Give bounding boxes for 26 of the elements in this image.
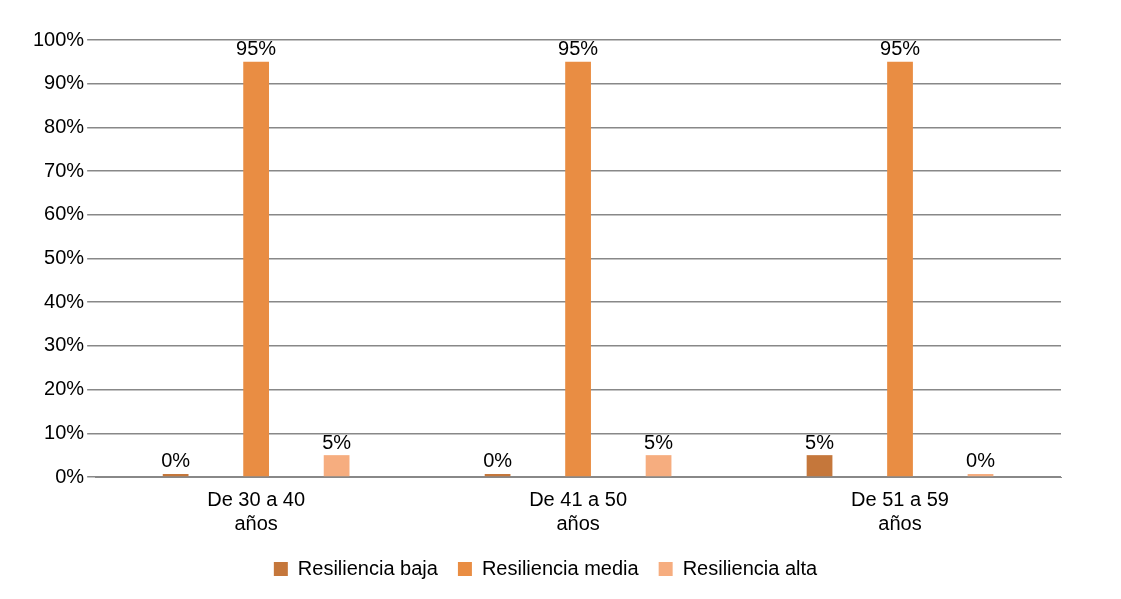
x-tick-label: De 30 a 40 años xyxy=(207,487,306,534)
y-tick-label: 90% xyxy=(44,71,85,94)
data-label: 0% xyxy=(966,448,996,471)
data-label: 5% xyxy=(322,430,352,453)
y-tick-label: 10% xyxy=(44,420,85,443)
data-label: 5% xyxy=(644,430,674,453)
x-tick-label: De 41 a 50 años xyxy=(529,487,628,534)
data-label: 0% xyxy=(161,448,191,471)
data-label: 95% xyxy=(880,37,921,60)
y-tick-label: 100% xyxy=(33,27,85,50)
y-tick-label: 60% xyxy=(44,202,85,225)
y-tick-label: 20% xyxy=(44,377,85,400)
legend-label: Resiliencia alta xyxy=(682,556,819,579)
y-tick-label: 30% xyxy=(44,333,85,356)
data-label: 95% xyxy=(558,37,599,60)
y-tick-label: 80% xyxy=(44,114,85,137)
y-tick-label: 40% xyxy=(44,289,85,312)
legend-label: Resiliencia baja xyxy=(297,556,439,579)
x-tick-label: De 51 a 59 años xyxy=(851,487,949,534)
data-label: 0% xyxy=(483,448,513,471)
data-label: 95% xyxy=(236,37,277,60)
y-tick-label: 70% xyxy=(44,158,85,181)
y-tick-label: 50% xyxy=(44,246,85,269)
data-label: 5% xyxy=(805,430,835,453)
y-tick-label: 0% xyxy=(55,464,85,487)
legend-label: Resiliencia media xyxy=(481,556,640,579)
